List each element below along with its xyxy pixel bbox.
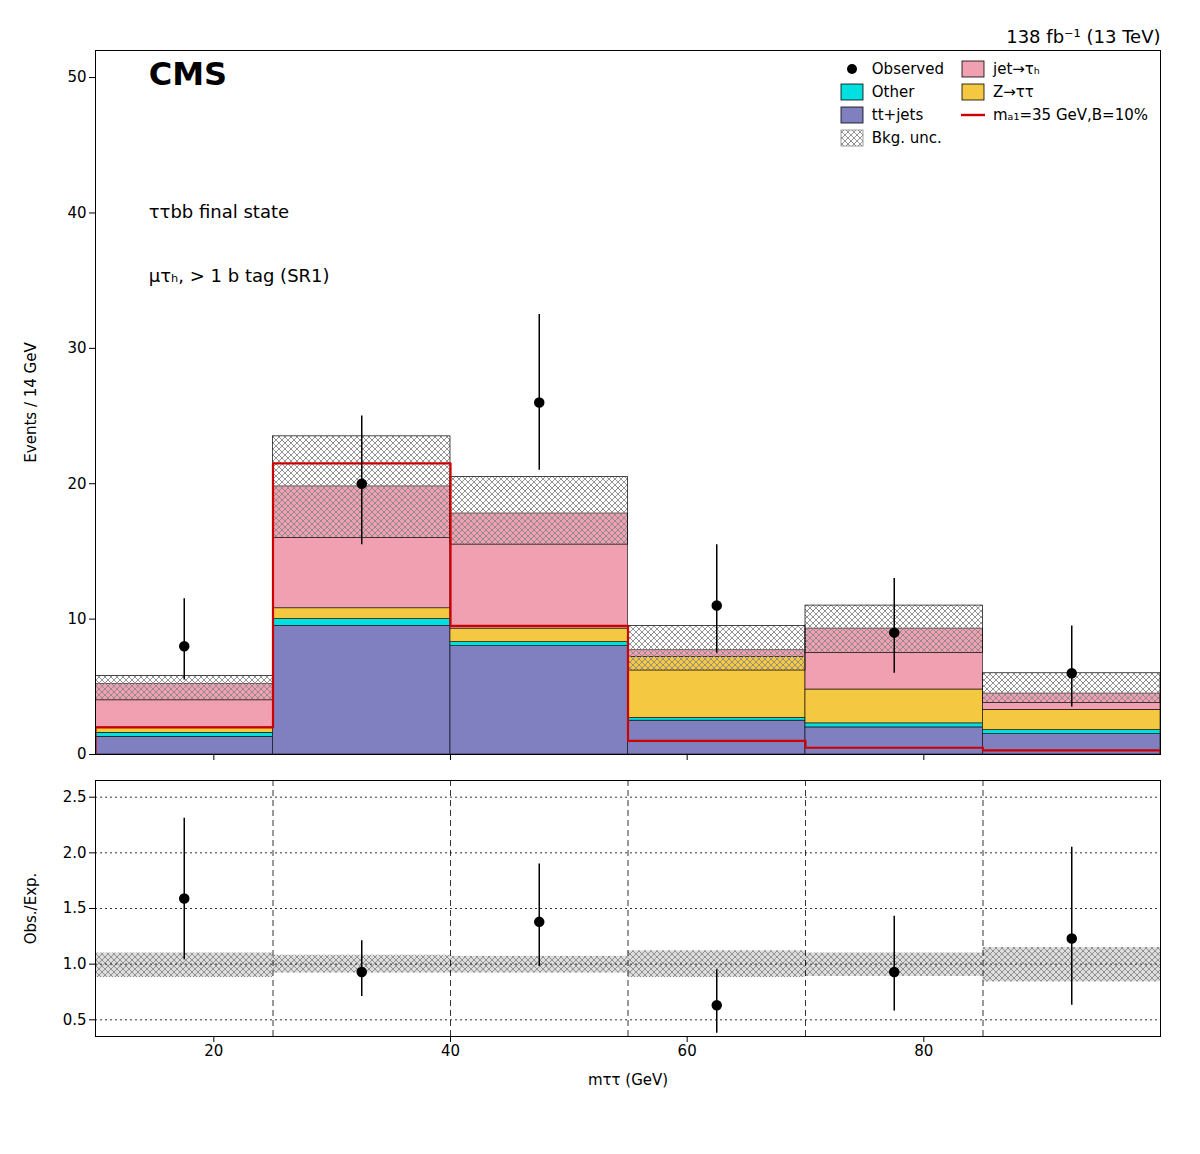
- html-text:Bkg. unc.: Bkg. unc.: [871, 129, 942, 147]
- svg-text:2.5: 2.5: [63, 788, 87, 806]
- svg-text:0.5: 0.5: [63, 1011, 87, 1029]
- svg-text:20: 20: [204, 1042, 223, 1060]
- svg-text:20: 20: [67, 475, 86, 493]
- svg-text:ττbb final state: ττbb final state: [149, 201, 289, 222]
- svg-text:mττ (GeV): mττ (GeV): [588, 1071, 668, 1089]
- html-text:Z→ττ: Z→ττ: [993, 83, 1034, 101]
- svg-text:50: 50: [67, 68, 86, 86]
- html-text:Observed: Observed: [871, 60, 944, 78]
- svg-text:10: 10: [67, 610, 86, 628]
- html-text:mₐ₁=35 GeV,B=10%: mₐ₁=35 GeV,B=10%: [993, 106, 1148, 124]
- svg-text:60: 60: [678, 1042, 697, 1060]
- svg-text:1.5: 1.5: [63, 899, 87, 917]
- svg-text:40: 40: [67, 204, 86, 222]
- svg-text:μτₕ, > 1 b tag (SR1): μτₕ, > 1 b tag (SR1): [149, 265, 330, 286]
- html-text:jet→τₕ: jet→τₕ: [993, 60, 1040, 78]
- svg-text:30: 30: [67, 339, 86, 357]
- svg-text:2.0: 2.0: [63, 844, 87, 862]
- svg-text:1.0: 1.0: [63, 955, 87, 973]
- svg-text:40: 40: [441, 1042, 460, 1060]
- svg-text:Obs./Exp.: Obs./Exp.: [22, 873, 40, 945]
- html-text:tt+jets: tt+jets: [871, 106, 924, 124]
- svg-text:CMS: CMS: [149, 55, 227, 93]
- svg-text:80: 80: [914, 1042, 933, 1060]
- svg-text:138 fb⁻¹ (13 TeV): 138 fb⁻¹ (13 TeV): [1006, 26, 1160, 47]
- html-text:Other: Other: [871, 83, 915, 101]
- svg-text:Events / 14 GeV: Events / 14 GeV: [22, 342, 40, 463]
- svg-text:0: 0: [77, 745, 87, 763]
